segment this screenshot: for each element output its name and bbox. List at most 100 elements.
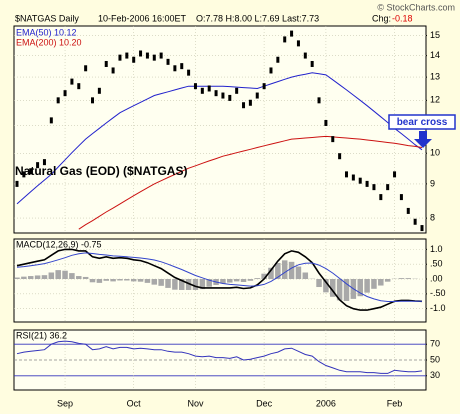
y-tick-label: 10 [430, 148, 440, 158]
x-tick-label: Dec [256, 398, 273, 408]
price-bar [139, 50, 143, 57]
price-bar [344, 171, 348, 178]
histogram-bar [275, 263, 281, 280]
price-bar [56, 97, 60, 104]
price-bar [379, 194, 383, 201]
price-bar [235, 87, 239, 94]
histogram-bar [295, 266, 302, 280]
histogram-bar [165, 279, 171, 288]
histogram-bar [124, 279, 130, 281]
histogram-bar [206, 279, 212, 287]
price-bar [228, 94, 232, 101]
histogram-bar [220, 279, 226, 284]
price-bar [42, 159, 46, 166]
price-bar [173, 65, 177, 72]
histogram-bar [34, 275, 41, 280]
macd-line [16, 248, 423, 311]
price-bar [276, 56, 280, 63]
histogram-bar [69, 273, 75, 280]
price-bar [15, 180, 19, 187]
price-bar [324, 119, 328, 126]
price-bar [193, 83, 197, 90]
histogram-bar [110, 279, 116, 282]
histogram-bar [378, 279, 384, 286]
x-tick-label: Feb [387, 398, 403, 408]
x-tick-label: Nov [187, 398, 204, 408]
price-bar [159, 52, 163, 59]
price-bar [111, 67, 115, 74]
price-bar [200, 87, 204, 94]
histogram-bar [14, 277, 20, 280]
histogram-bar [185, 279, 192, 290]
price-bar [331, 136, 335, 143]
price-bar [262, 83, 266, 90]
histogram-bar [247, 279, 254, 281]
price-bar [255, 92, 259, 99]
histogram-bar [240, 279, 247, 282]
price-bar [413, 218, 417, 225]
histogram-bar [405, 278, 412, 280]
y-tick-label: -.50 [430, 288, 446, 298]
histogram-bar [48, 272, 55, 280]
annotation: bear cross [397, 117, 448, 128]
annotation-arrow [414, 131, 432, 148]
histogram-bar [254, 278, 260, 280]
y-tick-label: 9 [430, 178, 435, 188]
price-bar [283, 36, 287, 43]
price-bar [420, 225, 424, 232]
price-bar [207, 85, 211, 92]
price-bar [248, 99, 252, 106]
histogram-bar [323, 279, 329, 293]
histogram-bar [158, 279, 164, 286]
histogram-bar [199, 279, 206, 290]
histogram-bar [41, 275, 48, 280]
legend-entry: EMA(50) 10.12 [16, 27, 77, 37]
price-bar [393, 171, 397, 178]
price-bar [358, 177, 362, 184]
histogram-bar [55, 270, 61, 280]
price-bar [70, 78, 74, 85]
histogram-bar [371, 279, 377, 289]
histogram-bar [288, 261, 295, 280]
price-bar [338, 153, 342, 160]
price-bar [152, 54, 156, 61]
histogram-bar [268, 267, 274, 280]
y-tick-label: 70 [430, 339, 440, 349]
price-bar [303, 52, 307, 59]
y-tick-label: 12 [430, 95, 440, 105]
price-bar [125, 52, 129, 59]
change: -0.18 [392, 13, 413, 23]
histogram-bar [137, 279, 144, 282]
price-bar [296, 40, 300, 47]
price-bar [84, 65, 88, 72]
price-bar [104, 60, 108, 67]
histogram-bar [316, 279, 322, 288]
histogram-bar [62, 270, 68, 280]
price-bar [365, 180, 369, 187]
histogram-bar [96, 279, 103, 283]
price-bar [36, 162, 40, 169]
histogram-bar [172, 279, 178, 290]
x-tick-label: Sep [57, 398, 73, 408]
change-label: Chg: [372, 13, 391, 23]
histogram-bar [117, 279, 123, 281]
price-bar [221, 92, 225, 99]
symbol: $NATGAS Daily [15, 13, 79, 23]
histogram-bar [302, 272, 309, 280]
signal-line [16, 252, 422, 302]
price-panel [13, 25, 427, 234]
price-bar [180, 63, 184, 70]
histogram-bar [343, 279, 350, 301]
price-bar [317, 97, 321, 104]
histogram-bar [130, 279, 137, 282]
price-bar [22, 171, 26, 178]
y-tick-label: 8 [430, 212, 435, 222]
price-bar [351, 174, 355, 181]
y-tick-label: 13 [430, 71, 440, 81]
histogram-bar [144, 279, 151, 283]
price-bar [29, 168, 33, 175]
price-bar [269, 67, 273, 74]
histogram-bar [89, 279, 96, 283]
y-tick-label: -1.0 [430, 303, 446, 313]
price-bar [406, 207, 410, 214]
